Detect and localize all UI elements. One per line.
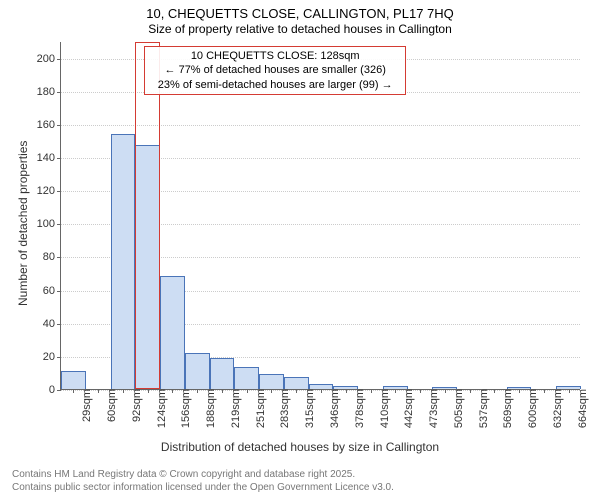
bar [234,367,259,389]
ytick-label: 40 [43,318,61,330]
ytick-label: 100 [37,218,61,230]
y-axis-label: Number of detached properties [16,141,30,306]
ytick-label: 120 [37,185,61,197]
xtick-mark [271,389,272,393]
xtick-label: 156sqm [176,389,192,428]
ytick-label: 20 [43,351,61,363]
ytick-label: 0 [49,384,61,396]
bar [185,353,210,389]
ytick-label: 160 [37,119,61,131]
xtick-label: 632sqm [548,389,564,428]
footer-line-1: Contains HM Land Registry data © Crown c… [12,469,394,482]
chart-title: 10, CHEQUETTS CLOSE, CALLINGTON, PL17 7H… [0,6,600,21]
bar [135,145,160,389]
bar [160,276,185,389]
xtick-label: 600sqm [523,389,539,428]
annotation-line: 23% of semi-detached houses are larger (… [151,78,399,92]
x-axis-label: Distribution of detached houses by size … [0,440,600,454]
xtick-mark [544,389,545,393]
xtick-mark [470,389,471,393]
plot-area: 02040608010012014016018020029sqm60sqm92s… [60,42,580,390]
annotation-line: 10 CHEQUETTS CLOSE: 128sqm [151,49,399,63]
xtick-mark [123,389,124,393]
xtick-label: 346sqm [325,389,341,428]
footer-attribution: Contains HM Land Registry data © Crown c… [12,469,394,494]
xtick-mark [73,389,74,393]
xtick-label: 315sqm [300,389,316,428]
bar [61,371,86,389]
xtick-mark [197,389,198,393]
bar [111,134,136,389]
xtick-label: 60sqm [102,389,118,422]
xtick-label: 473sqm [424,389,440,428]
xtick-label: 410sqm [375,389,391,428]
xtick-mark [247,389,248,393]
xtick-mark [172,389,173,393]
bar [284,377,309,389]
xtick-mark [148,389,149,393]
xtick-label: 378sqm [350,389,366,428]
xtick-mark [395,389,396,393]
xtick-label: 92sqm [127,389,143,422]
xtick-mark [222,389,223,393]
ytick-label: 140 [37,152,61,164]
xtick-mark [569,389,570,393]
xtick-label: 283sqm [275,389,291,428]
bar [210,358,235,389]
xtick-mark [519,389,520,393]
xtick-mark [98,389,99,393]
xtick-mark [494,389,495,393]
xtick-label: 29sqm [77,389,93,422]
xtick-mark [296,389,297,393]
chart-subtitle: Size of property relative to detached ho… [0,22,600,36]
footer-line-2: Contains public sector information licen… [12,482,394,495]
gridline [61,59,580,60]
annotation-line: ← 77% of detached houses are smaller (32… [151,63,399,77]
ytick-label: 180 [37,86,61,98]
xtick-label: 664sqm [573,389,589,428]
xtick-mark [420,389,421,393]
xtick-label: 124sqm [152,389,168,428]
ytick-label: 80 [43,251,61,263]
xtick-label: 537sqm [474,389,490,428]
ytick-label: 60 [43,285,61,297]
xtick-label: 505sqm [449,389,465,428]
annotation-box: 10 CHEQUETTS CLOSE: 128sqm← 77% of detac… [144,46,406,95]
xtick-label: 251sqm [251,389,267,428]
chart-container: 10, CHEQUETTS CLOSE, CALLINGTON, PL17 7H… [0,0,600,500]
xtick-mark [445,389,446,393]
gridline [61,125,580,126]
ytick-label: 200 [37,53,61,65]
xtick-mark [371,389,372,393]
xtick-label: 219sqm [226,389,242,428]
gridline [61,92,580,93]
xtick-label: 569sqm [498,389,514,428]
xtick-label: 442sqm [399,389,415,428]
xtick-label: 188sqm [201,389,217,428]
xtick-mark [346,389,347,393]
xtick-mark [321,389,322,393]
bar [259,374,284,389]
